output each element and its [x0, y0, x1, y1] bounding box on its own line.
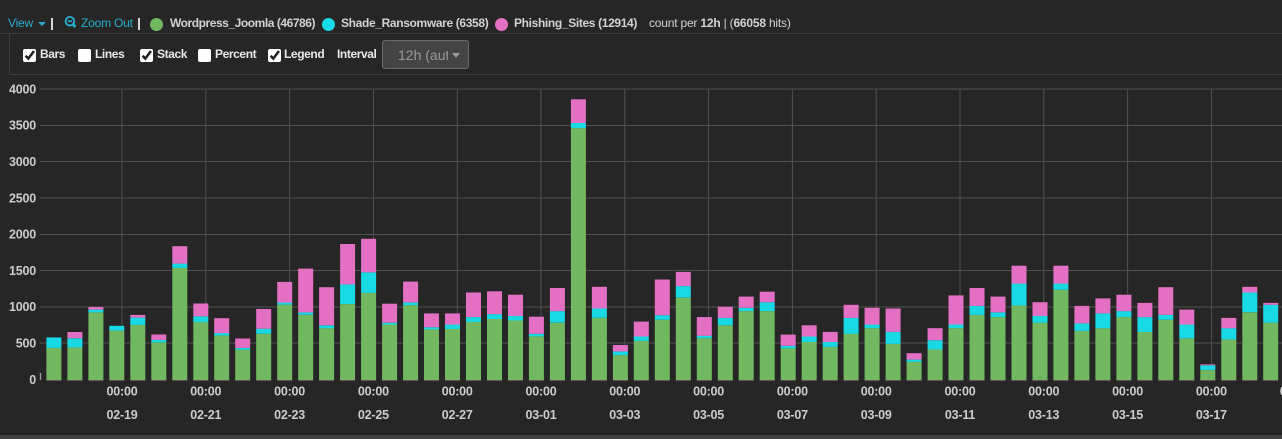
svg-text:02-23: 02-23 — [274, 408, 305, 422]
svg-text:03-09: 03-09 — [861, 408, 892, 422]
svg-text:02-21: 02-21 — [190, 408, 221, 422]
svg-text:02-19: 02-19 — [107, 408, 138, 422]
svg-text:500: 500 — [16, 337, 37, 351]
svg-text:00:00: 00:00 — [1112, 385, 1143, 399]
svg-text:00:00: 00:00 — [609, 385, 640, 399]
svg-text:00:00: 00:00 — [190, 385, 221, 399]
svg-text:00:00: 00:00 — [861, 385, 892, 399]
svg-text:00:00: 00:00 — [442, 385, 473, 399]
svg-text:03-15: 03-15 — [1112, 408, 1143, 422]
svg-text:00:00: 00:00 — [693, 385, 724, 399]
svg-text:00:00: 00:00 — [358, 385, 389, 399]
svg-text:03-03: 03-03 — [609, 408, 640, 422]
svg-text:3000: 3000 — [9, 155, 36, 169]
svg-text:00:00: 00:00 — [526, 385, 557, 399]
svg-text:00:00: 00:00 — [1196, 385, 1227, 399]
svg-text:1000: 1000 — [9, 300, 36, 314]
svg-text:03-13: 03-13 — [1028, 408, 1059, 422]
svg-text:00:00: 00:00 — [1028, 385, 1059, 399]
svg-text:00:00: 00:00 — [777, 385, 808, 399]
svg-text:00:00: 00:00 — [945, 385, 976, 399]
svg-text:0: 0 — [29, 373, 36, 387]
svg-text:03-07: 03-07 — [777, 408, 808, 422]
svg-text:3500: 3500 — [9, 119, 36, 133]
svg-text:4000: 4000 — [9, 82, 36, 96]
svg-text:03-01: 03-01 — [526, 408, 557, 422]
svg-text:2500: 2500 — [9, 191, 36, 205]
svg-text:00:00: 00:00 — [274, 385, 305, 399]
svg-text:00:00: 00:00 — [107, 385, 138, 399]
svg-text:2000: 2000 — [9, 228, 36, 242]
svg-text:02-25: 02-25 — [358, 408, 389, 422]
svg-text:03-17: 03-17 — [1196, 408, 1227, 422]
svg-text:02-27: 02-27 — [442, 408, 473, 422]
svg-text:1500: 1500 — [9, 264, 36, 278]
svg-text:03-11: 03-11 — [945, 408, 976, 422]
svg-text:00:00: 00:00 — [1280, 385, 1282, 399]
svg-text:03-05: 03-05 — [693, 408, 724, 422]
